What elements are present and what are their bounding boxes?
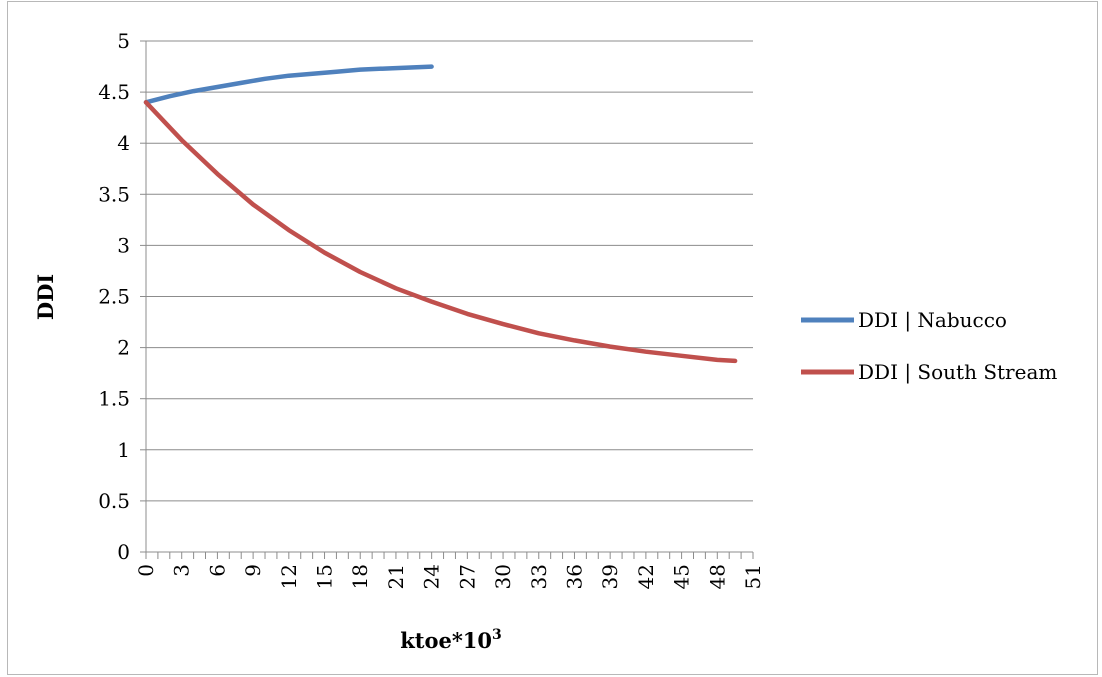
y-tick-label: 4.5 — [98, 80, 130, 104]
x-tick-label: 33 — [527, 564, 551, 589]
x-tick-label: 51 — [741, 564, 765, 589]
x-tick-label: 39 — [598, 564, 622, 589]
y-tick-label: 1.5 — [98, 387, 130, 411]
y-axis-title: DDI — [33, 274, 58, 320]
y-tick-label: 1 — [117, 438, 130, 462]
x-tick-label: 18 — [348, 564, 372, 589]
y-tick-label: 3 — [117, 233, 130, 257]
y-tick-label: 3.5 — [98, 182, 130, 206]
x-axis-title: ktoe*103 — [400, 627, 502, 653]
x-tick-label: 36 — [562, 564, 586, 589]
y-tick-label: 2 — [117, 336, 130, 360]
y-tick-labels: 0 0.5 1 1.5 2 2.5 3 3.5 4 4.5 5 — [98, 29, 130, 564]
y-tick-label: 5 — [117, 29, 130, 53]
x-tick-label: 6 — [205, 564, 229, 577]
x-axis-title-text: ktoe*10 — [400, 628, 492, 653]
line-chart: 00.511.522.533.544.55 0 3 6 9 12 15 18 21 24 27 30… — [33, 29, 1057, 653]
x-tick-label: 24 — [420, 564, 444, 589]
series-line-0 — [143, 64, 434, 105]
x-tick-labels: 0 3 6 9 12 15 18 21 24 27 30 33 36 39 42 45 48 51 — [134, 564, 765, 589]
x-tick-label: 12 — [277, 564, 301, 589]
legend: DDI | Nabucco DDI | South Stream — [801, 308, 1057, 385]
x-tick-label: 30 — [491, 564, 515, 589]
y-tick-label: 4 — [117, 131, 130, 155]
gridlines — [146, 40, 753, 502]
series-line-1 — [143, 100, 738, 364]
axes — [140, 40, 754, 559]
chart-frame: 0 0.5 1 1.5 2 2.5 3 3.5 4 4.5 5 0 3 6 9 12 15 18 21 24 27 30… — [7, 1, 1098, 675]
series-lines — [143, 64, 738, 364]
x-tick-label: 0 — [134, 564, 158, 577]
x-tick-label: 42 — [634, 564, 658, 589]
x-axis-title-superscript: 3 — [492, 627, 502, 643]
y-tick-label: 2.5 — [98, 285, 130, 309]
x-tick-label: 21 — [384, 564, 408, 589]
x-tick-label: 3 — [170, 564, 194, 577]
x-tick-label: 9 — [241, 564, 265, 577]
x-tick-label: 27 — [455, 564, 479, 589]
legend-label-1: DDI | South Stream — [858, 360, 1057, 385]
y-tick-label: 0.5 — [98, 489, 130, 513]
legend-label-0: DDI | Nabucco — [858, 308, 1007, 333]
x-tick-label: 48 — [705, 564, 729, 589]
y-tick-label: 0 — [117, 540, 130, 564]
x-tick-label: 45 — [670, 564, 694, 589]
x-tick-label: 15 — [313, 564, 337, 589]
